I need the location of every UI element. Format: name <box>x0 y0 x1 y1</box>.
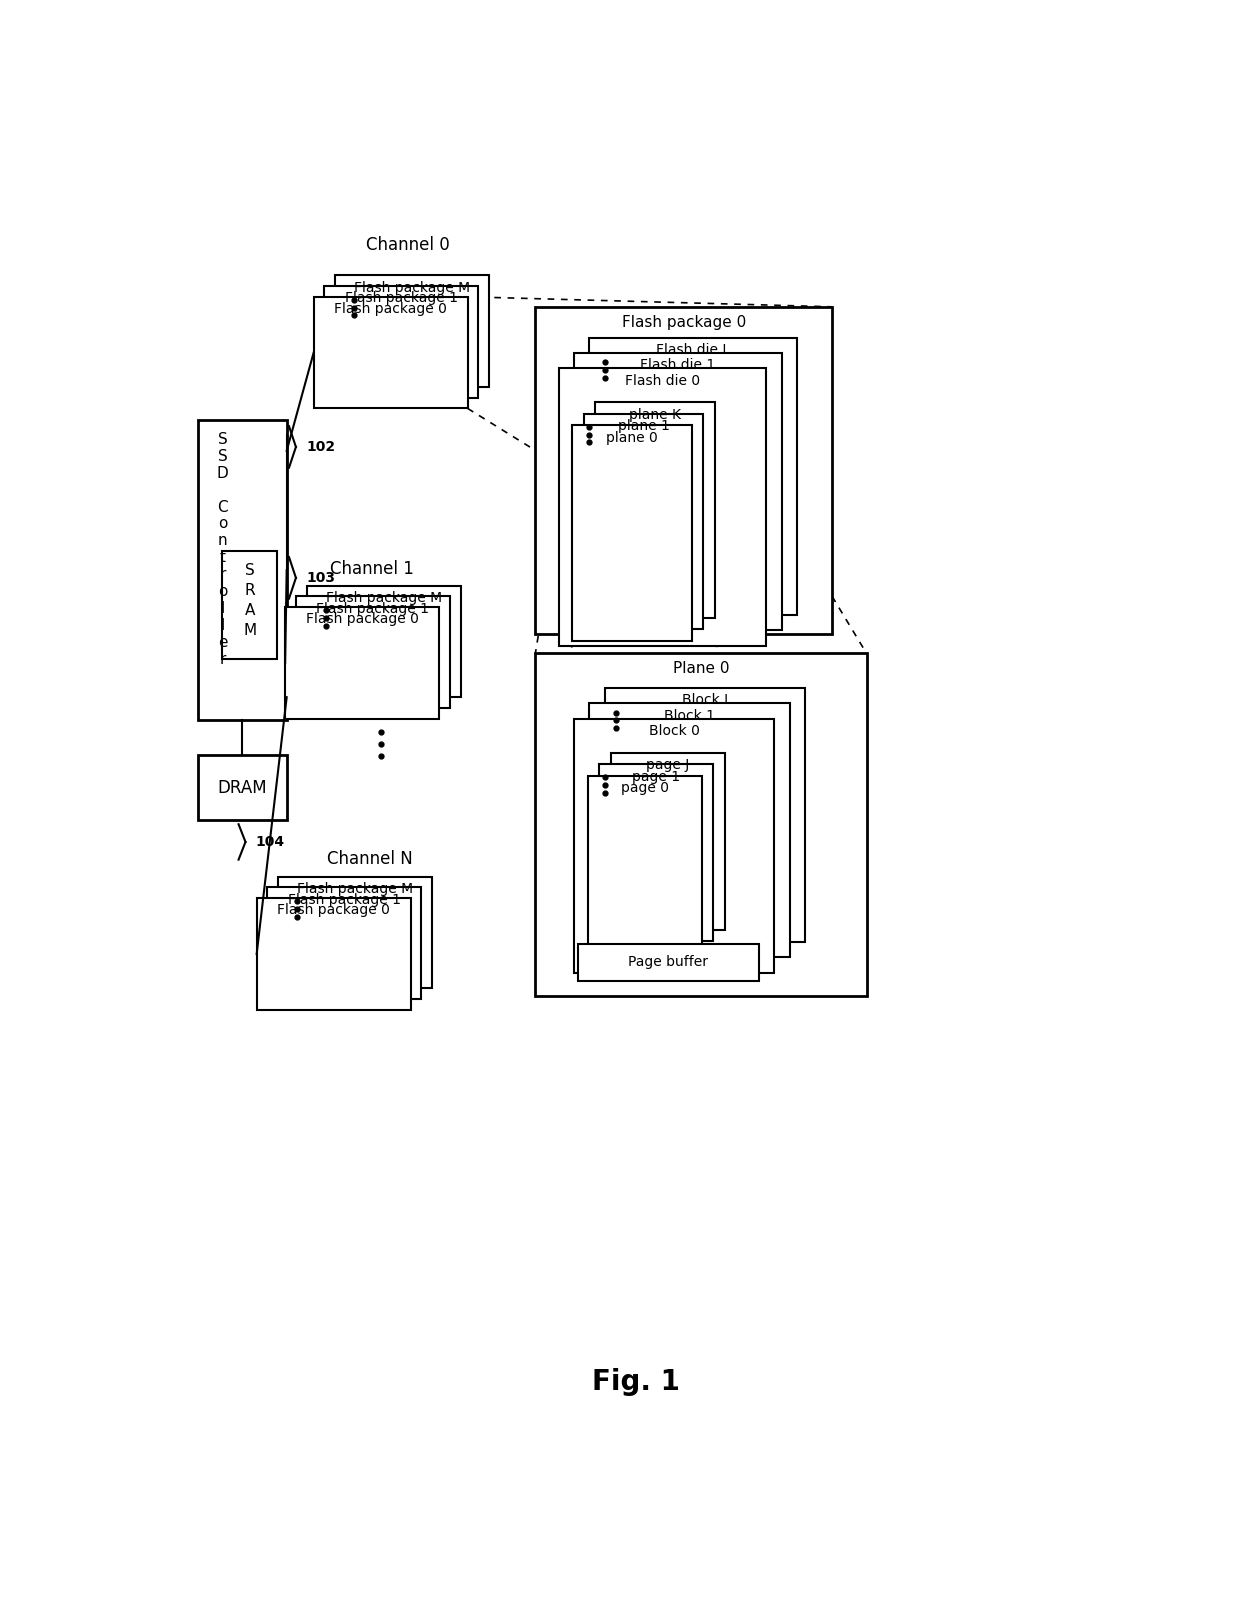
Bar <box>588 776 702 953</box>
Text: Fig. 1: Fig. 1 <box>591 1369 680 1396</box>
Text: l: l <box>221 601 224 615</box>
Text: Flash package 1: Flash package 1 <box>345 291 458 305</box>
Bar <box>611 752 725 930</box>
Text: page 1: page 1 <box>632 770 681 784</box>
Text: Flash die 1: Flash die 1 <box>640 358 715 373</box>
Bar <box>325 286 479 397</box>
Bar <box>335 275 490 387</box>
Bar <box>296 596 450 709</box>
Bar <box>306 585 461 697</box>
Text: M: M <box>243 622 257 638</box>
Text: r: r <box>219 567 226 582</box>
Text: A: A <box>244 603 255 617</box>
Bar <box>589 704 790 958</box>
Text: Flash die L: Flash die L <box>656 342 730 357</box>
Text: Flash package M: Flash package M <box>298 882 413 897</box>
Bar <box>584 415 703 630</box>
Text: S: S <box>218 448 228 464</box>
Text: page 0: page 0 <box>621 781 668 795</box>
Text: Flash package 0: Flash package 0 <box>621 315 745 329</box>
Text: n: n <box>218 534 228 548</box>
Bar <box>595 402 714 617</box>
Text: Flash package 1: Flash package 1 <box>288 893 401 906</box>
Text: R: R <box>244 583 255 598</box>
Bar <box>285 607 439 718</box>
Text: Flash package 0: Flash package 0 <box>306 612 419 627</box>
Bar <box>574 718 774 972</box>
Bar <box>314 297 467 408</box>
Text: Flash die 0: Flash die 0 <box>625 374 701 387</box>
Text: Flash package M: Flash package M <box>326 591 441 604</box>
Text: r: r <box>219 652 226 667</box>
Text: page J: page J <box>646 759 689 771</box>
Text: Channel 0: Channel 0 <box>367 236 450 254</box>
Text: 103: 103 <box>306 570 335 585</box>
Text: Flash package M: Flash package M <box>355 281 470 294</box>
Text: 102: 102 <box>306 440 335 453</box>
Text: e: e <box>218 635 227 649</box>
Text: Block 1: Block 1 <box>663 709 715 723</box>
Text: Block I: Block I <box>682 693 728 707</box>
Bar <box>558 368 766 646</box>
Bar <box>573 426 692 641</box>
Bar <box>536 654 867 996</box>
Text: t: t <box>219 550 226 566</box>
Text: S: S <box>218 432 228 447</box>
Text: Plane 0: Plane 0 <box>672 660 729 677</box>
Text: o: o <box>218 585 227 599</box>
Bar <box>198 755 286 821</box>
Bar <box>605 688 805 942</box>
Text: C: C <box>217 500 228 514</box>
Text: S: S <box>244 562 254 577</box>
Bar <box>198 419 286 720</box>
Text: Block 0: Block 0 <box>649 725 699 738</box>
Bar <box>574 354 781 630</box>
Bar <box>278 876 433 988</box>
Bar <box>268 887 422 1000</box>
Text: D: D <box>217 466 228 480</box>
Bar <box>599 765 713 942</box>
Text: plane K: plane K <box>629 408 681 421</box>
Bar <box>536 307 832 635</box>
Text: o: o <box>218 516 227 532</box>
Text: plane 1: plane 1 <box>618 419 670 434</box>
Text: Page buffer: Page buffer <box>629 955 708 969</box>
Bar <box>222 551 278 659</box>
Text: Flash package 0: Flash package 0 <box>335 302 448 317</box>
Text: Flash package 1: Flash package 1 <box>316 601 429 615</box>
Text: 104: 104 <box>255 836 285 848</box>
Text: DRAM: DRAM <box>217 779 268 797</box>
Bar <box>257 898 410 1009</box>
Text: plane 0: plane 0 <box>606 431 658 445</box>
Text: Flash package 0: Flash package 0 <box>278 903 391 918</box>
Text: Channel 1: Channel 1 <box>330 559 414 577</box>
Bar <box>578 943 759 980</box>
Text: Channel N: Channel N <box>327 850 413 868</box>
Bar <box>589 337 797 615</box>
Text: l: l <box>221 619 224 633</box>
